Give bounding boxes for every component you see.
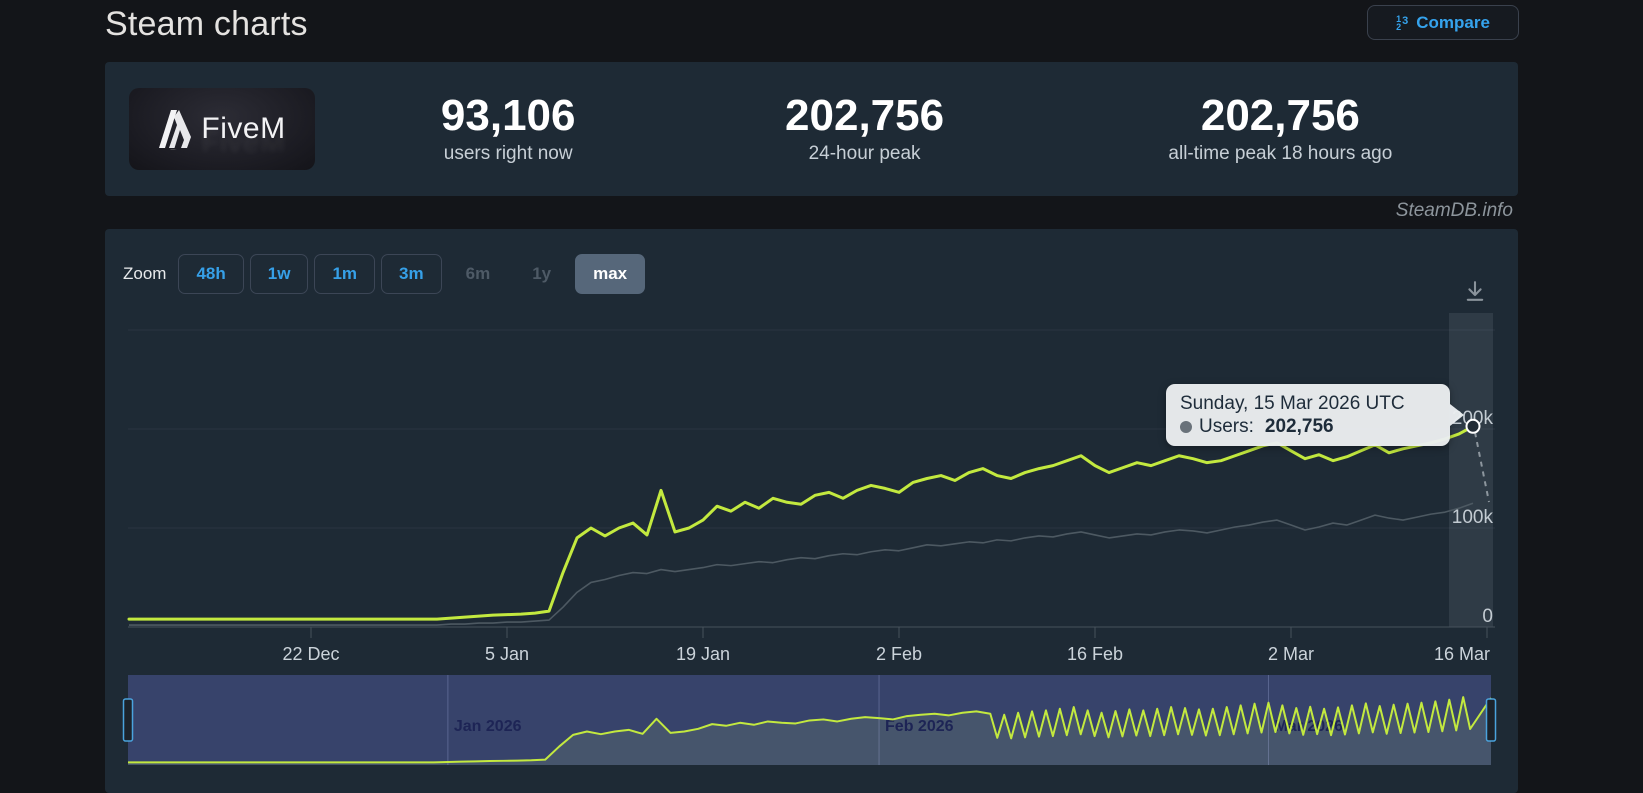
stat-alltime-peak-value: 202,756 (1200, 91, 1360, 140)
stat-users-now: 93,106 users right now (330, 93, 686, 165)
stats-card: FiveM 93,106 users right now 202,756 24-… (105, 62, 1518, 196)
zoom-option-1w[interactable]: 1w (249, 254, 309, 294)
tooltip-users-row: Users: 202,756 (1180, 415, 1436, 439)
fivem-logo-icon (159, 110, 192, 150)
stat-users-now-value: 93,106 (440, 91, 576, 140)
stats-row: 93,106 users right now 202,756 24-hour p… (330, 62, 1518, 196)
zoom-option-3m[interactable]: 3m (381, 254, 442, 294)
zoom-option-1m[interactable]: 1m (314, 254, 376, 294)
zoom-option-1y: 1y (514, 254, 569, 294)
zoom-controls: Zoom 48h 1w 1m 3m 6m 1y max (123, 254, 651, 294)
zoom-option-6m: 6m (448, 254, 509, 294)
stat-24h-peak: 202,756 24-hour peak (686, 93, 1042, 165)
tooltip-date: Sunday, 15 Mar 2026 UTC (1180, 393, 1405, 414)
tooltip-series-label: Users: (1199, 416, 1254, 437)
steamdb-watermark: SteamDB.info (1395, 200, 1513, 221)
stat-24h-peak-value: 202,756 (785, 91, 945, 140)
download-chart-button[interactable] (1457, 273, 1493, 309)
app-capsule-image[interactable]: FiveM (129, 88, 315, 170)
tooltip-value: 202,756 (1264, 416, 1334, 437)
zoom-label: Zoom (123, 264, 167, 283)
zoom-button-group: 48h 1w 1m 3m 6m 1y max (178, 254, 651, 294)
zoom-option-48h[interactable]: 48h (178, 254, 244, 294)
page-title: Steam charts (105, 5, 308, 43)
stat-alltime-peak-label: all-time peak 18 hours ago (1168, 143, 1393, 164)
compare-button-label: Compare (1416, 12, 1490, 32)
download-icon (1466, 281, 1484, 301)
chart-card: Zoom 48h 1w 1m 3m 6m 1y max (105, 229, 1518, 793)
chart-tooltip: Sunday, 15 Mar 2026 UTC Users: 202,756 (1166, 384, 1464, 446)
series-bullet-icon (1180, 421, 1192, 433)
stat-24h-peak-label: 24-hour peak (808, 143, 921, 164)
zoom-option-max[interactable]: max (575, 254, 646, 294)
stat-alltime-peak: 202,756 all-time peak 18 hours ago (1043, 93, 1518, 165)
stat-users-now-label: users right now (443, 143, 573, 164)
app-name: FiveM (201, 112, 286, 145)
